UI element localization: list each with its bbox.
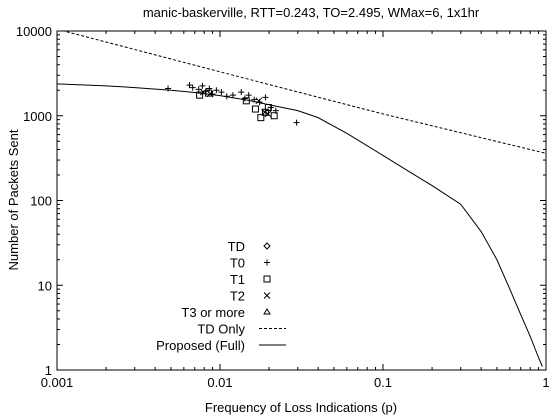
data-point-t1: [204, 89, 212, 97]
legend-marker-plus: [264, 259, 270, 266]
data-point-t0: [293, 119, 300, 126]
legend-marker-cross: [263, 292, 271, 299]
td-only-line: [61, 31, 546, 154]
legend-marker-square: [263, 275, 271, 283]
data-point-t0: [218, 89, 225, 96]
legend-marker-diamond: [263, 242, 271, 250]
series-lines: [57, 31, 546, 367]
data-point-t0: [262, 94, 269, 101]
data-point-t0: [229, 92, 236, 99]
y-tick-label: 1: [45, 363, 52, 378]
legend-label: TD: [228, 239, 245, 254]
y-tick-label: 100: [30, 194, 52, 209]
y-axis: 1 10 100 1000 10000: [16, 24, 546, 378]
data-point-t1: [196, 91, 204, 99]
plot-frame: [56, 30, 547, 371]
legend-marker-triangle: [263, 308, 271, 315]
legend-label: T3 or more: [181, 305, 245, 320]
data-point-t1: [270, 112, 278, 120]
x-tick-label: 0.1: [374, 375, 392, 390]
data-point-t0: [186, 82, 193, 89]
data-point-t0: [189, 84, 196, 91]
data-point-t2: [199, 88, 207, 96]
data-point-t0: [251, 96, 258, 103]
data-point-t2: [264, 110, 272, 118]
data-point-t1: [251, 105, 259, 113]
legend-label: T1: [230, 272, 245, 287]
data-point-t2: [261, 108, 269, 116]
data-point-t0: [267, 104, 274, 111]
legend-label: T0: [230, 256, 245, 271]
series-markers: [165, 82, 300, 126]
x-axis: 0.001 0.01 0.1 1: [41, 31, 550, 390]
data-point-t0: [238, 89, 245, 96]
legend-label: TD Only: [197, 322, 245, 337]
data-point-t0: [223, 93, 230, 100]
data-point-t2: [255, 97, 263, 105]
data-point-t1: [264, 104, 272, 112]
data-point-t0: [165, 85, 172, 92]
y-axis-label: Number of Packets Sent: [6, 129, 21, 270]
data-point-t1: [257, 114, 265, 122]
data-point-t2: [206, 90, 214, 98]
x-tick-label: 1: [542, 375, 549, 390]
data-point-t0: [213, 87, 220, 94]
x-tick-label: 0.01: [207, 375, 232, 390]
data-point-t0: [199, 82, 206, 89]
legend-label: T2: [230, 289, 245, 304]
y-tick-label: 10: [38, 278, 52, 293]
x-tick-label: 0.001: [41, 375, 74, 390]
y-tick-label: 10000: [16, 24, 52, 39]
y-tick-label: 1000: [23, 109, 52, 124]
data-point-t0: [245, 92, 252, 99]
proposed-full-line: [57, 83, 543, 367]
data-point-t1: [242, 97, 250, 105]
x-axis-label: Frequency of Loss Indications (p): [205, 400, 397, 415]
legend-label: Proposed (Full): [156, 338, 245, 353]
chart-title: manic-baskerville, RTT=0.243, TO=2.495, …: [143, 5, 480, 20]
